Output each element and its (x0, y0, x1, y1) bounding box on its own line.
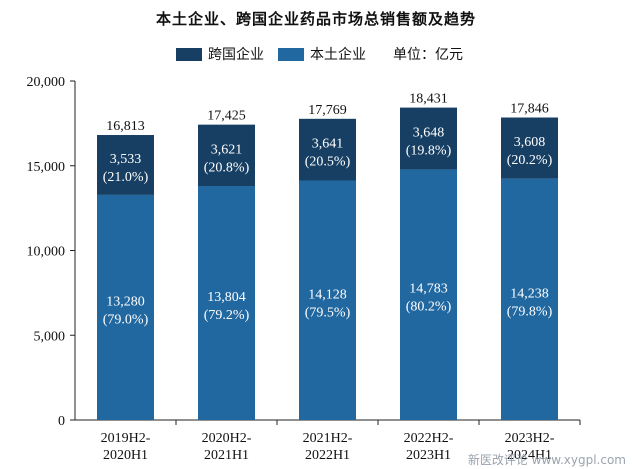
bar-domestic (400, 169, 457, 420)
x-tick-label: 2022H2- (404, 431, 454, 446)
data-label-multinational: 3,621 (211, 142, 243, 157)
bar-multinational (299, 118, 356, 181)
legend-item-domestic: 本土企业 (278, 44, 366, 64)
y-tick-label: 5,000 (34, 329, 66, 344)
watermark: 新医改评论 www.xygpl.com (467, 453, 626, 467)
x-tick-label: 2019H2- (101, 431, 151, 446)
bar-multinational (501, 117, 558, 179)
data-label-multinational: 3,533 (110, 152, 142, 167)
y-tick-label: 10,000 (27, 245, 66, 260)
share-label-multinational: (21.0%) (103, 170, 149, 185)
data-label-domestic: 14,238 (510, 286, 549, 301)
y-tick-label: 15,000 (27, 160, 66, 175)
bar-domestic (198, 186, 255, 420)
total-label: 17,769 (308, 103, 347, 118)
bar-multinational (97, 135, 154, 195)
bar-domestic (501, 178, 558, 420)
bar-multinational (198, 124, 255, 187)
share-label-domestic: (80.2%) (406, 300, 452, 315)
share-label-domestic: (79.5%) (305, 305, 351, 320)
share-label-domestic: (79.0%) (103, 312, 149, 327)
share-label-domestic: (79.8%) (507, 304, 553, 319)
x-tick-label: 2021H2- (303, 431, 353, 446)
share-label-multinational: (20.8%) (204, 160, 250, 175)
x-tick-label: 2023H2- (505, 431, 555, 446)
data-label-multinational: 3,608 (514, 135, 546, 150)
data-label-domestic: 13,280 (106, 294, 145, 309)
total-label: 17,425 (207, 109, 246, 124)
share-label-domestic: (79.2%) (204, 308, 250, 323)
data-label-domestic: 14,783 (409, 282, 448, 297)
share-label-multinational: (20.5%) (305, 155, 351, 170)
bar-domestic (97, 194, 154, 420)
legend-swatch-multinational (176, 47, 202, 61)
data-label-domestic: 14,128 (308, 287, 347, 302)
unit-label: 单位：亿元 (393, 48, 463, 63)
bar-domestic (299, 180, 356, 420)
x-tick-label: 2022H1 (305, 448, 350, 463)
x-tick-label: 2020H1 (103, 448, 148, 463)
x-tick-label: 2020H2- (202, 431, 252, 446)
legend: 跨国企业 本土企业 单位：亿元 (0, 44, 632, 64)
y-tick-label: 0 (58, 414, 65, 429)
data-label-multinational: 3,648 (413, 126, 445, 141)
total-label: 18,431 (409, 92, 448, 107)
share-label-multinational: (19.8%) (406, 144, 452, 159)
x-tick-label: 2023H1 (406, 448, 451, 463)
data-label-multinational: 3,641 (312, 137, 344, 152)
x-tick-label: 2024H1 (507, 448, 552, 463)
x-tick-label: 2021H1 (204, 448, 249, 463)
chart-title: 本土企业、跨国企业药品市场总销售额及趋势 (155, 12, 476, 28)
total-label: 17,846 (510, 102, 549, 117)
legend-swatch-domestic (278, 47, 304, 61)
bar-multinational (400, 107, 457, 170)
total-label: 16,813 (106, 119, 145, 134)
legend-label-domestic: 本土企业 (310, 48, 366, 63)
legend-item-multinational: 跨国企业 (176, 44, 264, 64)
data-label-domestic: 13,804 (207, 290, 246, 305)
legend-label-multinational: 跨国企业 (208, 48, 264, 63)
y-tick-label: 20,000 (27, 75, 66, 90)
share-label-multinational: (20.2%) (507, 153, 553, 168)
